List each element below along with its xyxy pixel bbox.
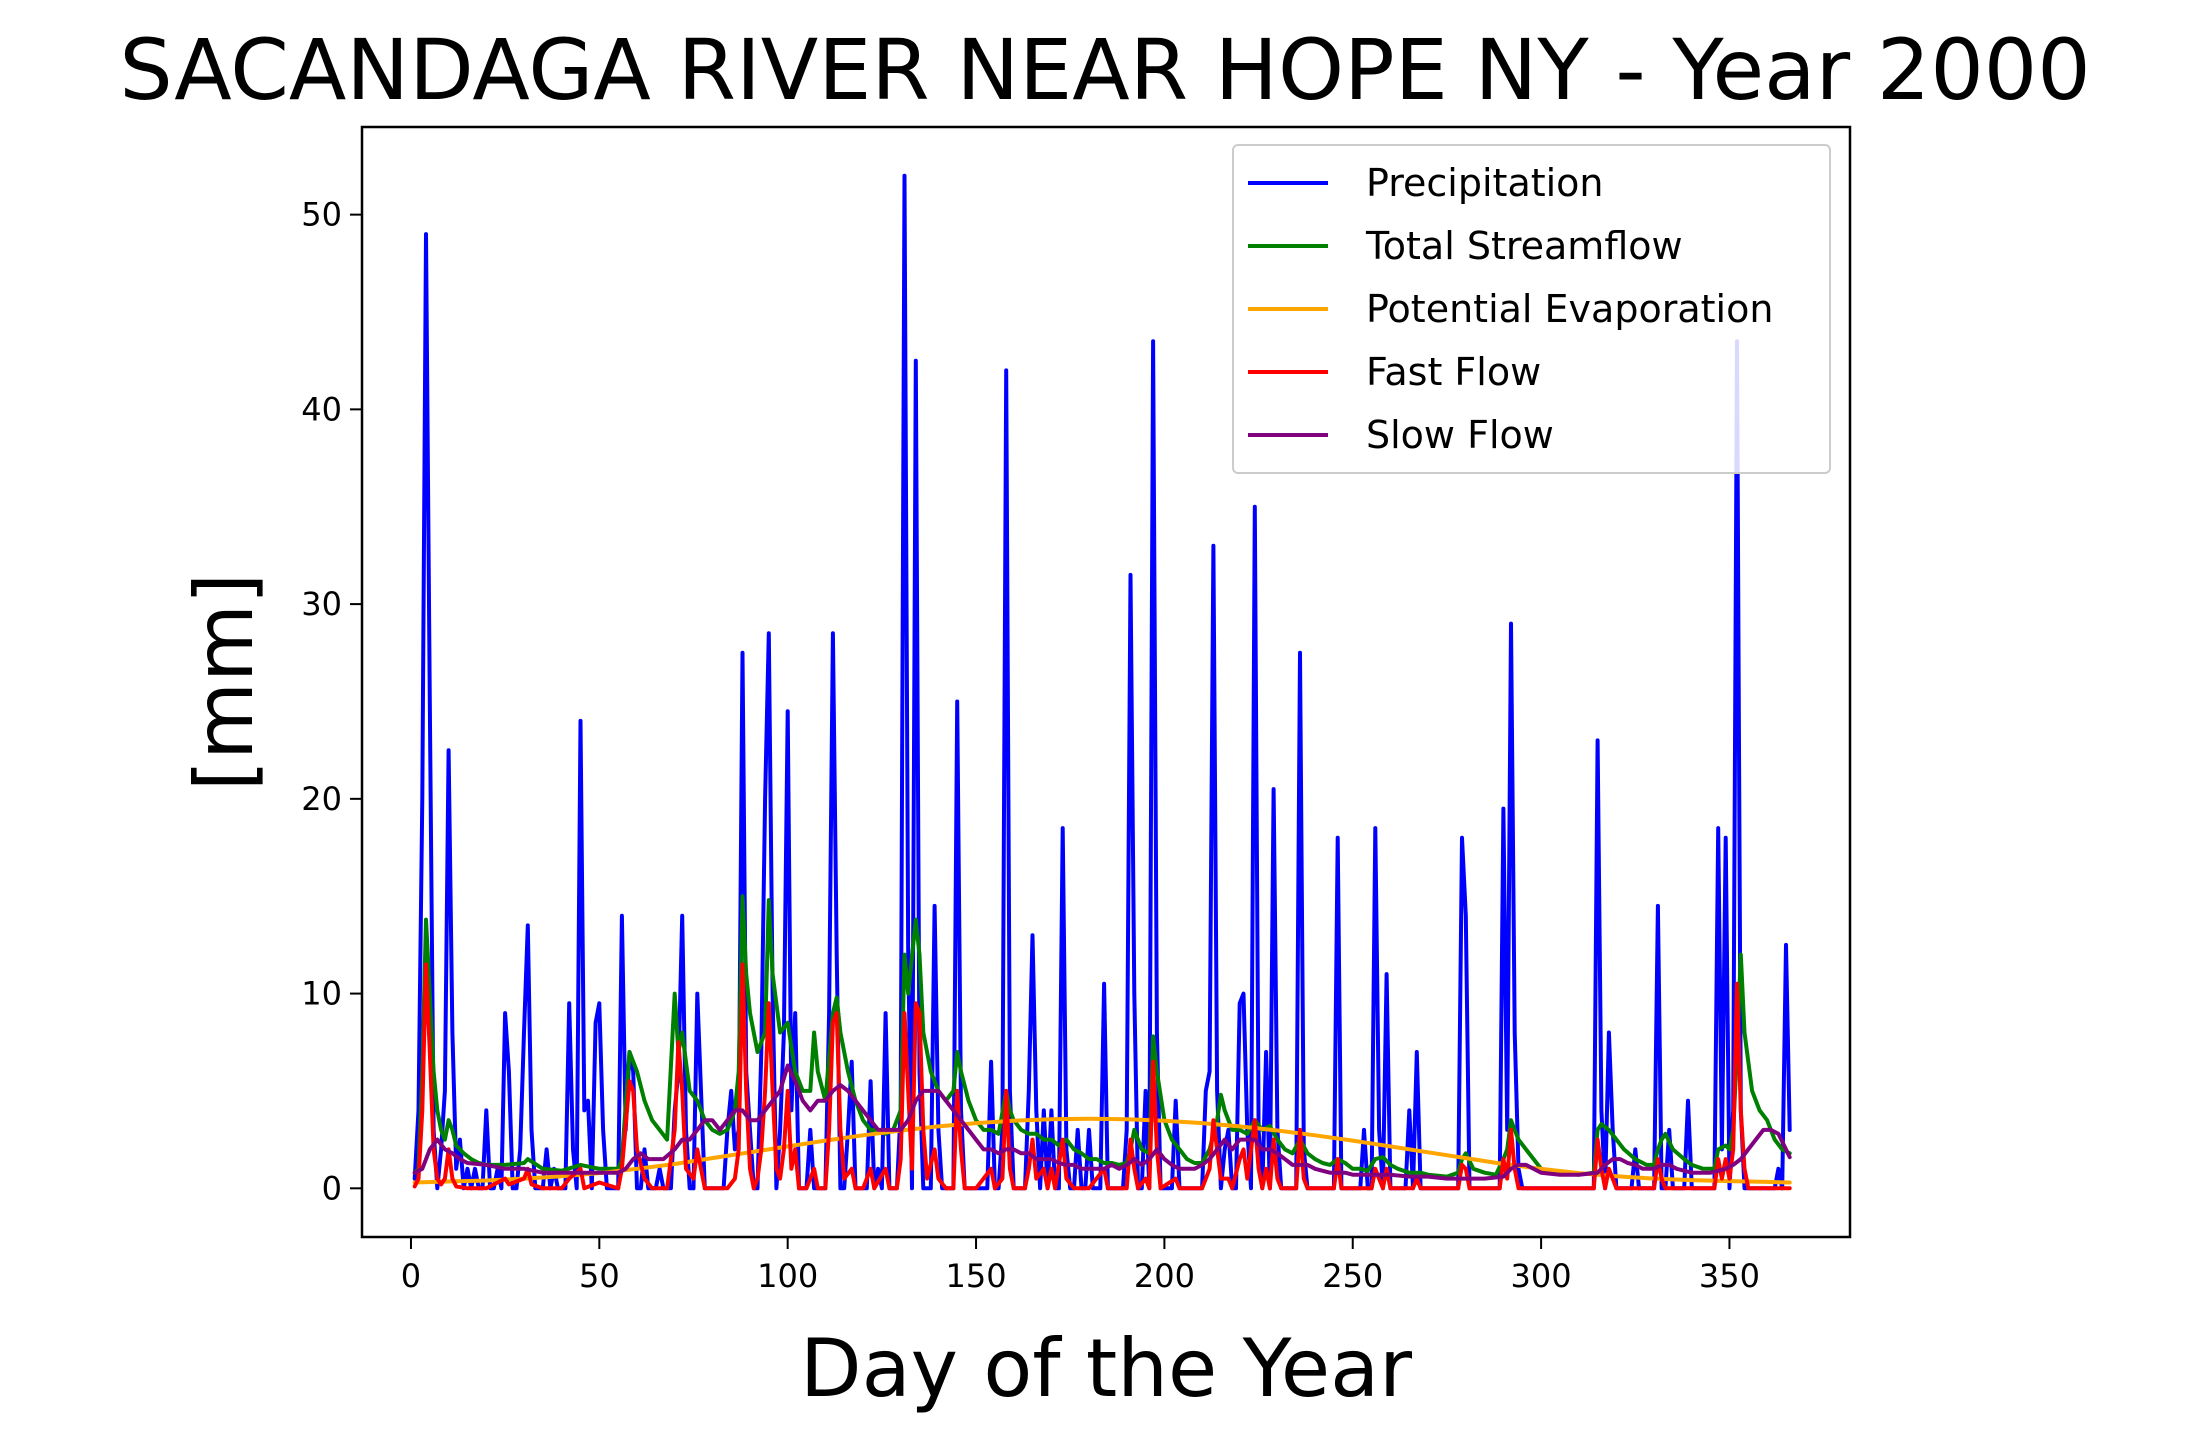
x-tick-label: 200 [1134, 1257, 1195, 1295]
legend-label-1: Total Streamflow [1365, 224, 1683, 268]
plot-lines [412, 173, 1792, 1191]
y-axis-ticks: 0 10 20 30 40 50 [301, 196, 362, 1207]
series-line-4 [412, 1063, 1792, 1181]
legend-label-3: Fast Flow [1366, 350, 1541, 394]
x-axis-ticks: 0 50 100 150 200 250 300 350 [401, 1237, 1760, 1295]
y-axis-label: [mm] [178, 573, 271, 791]
x-tick-label: 250 [1322, 1257, 1383, 1295]
x-tick-label: 300 [1511, 1257, 1572, 1295]
plot-frame [360, 125, 1852, 1239]
y-tick-label: 0 [322, 1169, 342, 1207]
legend-label-4: Slow Flow [1366, 413, 1554, 457]
y-tick-label: 40 [301, 390, 342, 428]
x-tick-label: 50 [579, 1257, 620, 1295]
y-tick-label: 20 [301, 780, 342, 818]
x-tick-label: 150 [945, 1257, 1006, 1295]
legend: Precipitation Total Streamflow Potential E… [1232, 144, 1831, 474]
y-tick-label: 10 [301, 975, 342, 1013]
legend-label-0: Precipitation [1366, 161, 1604, 205]
x-tick-label: 350 [1699, 1257, 1760, 1295]
x-tick-label: 0 [401, 1257, 421, 1295]
series-line-3 [412, 962, 1792, 1191]
x-tick-label: 100 [757, 1257, 818, 1295]
y-tick-label: 30 [301, 585, 342, 623]
x-axis-label: Day of the Year [800, 1322, 1412, 1415]
legend-label-2: Potential Evaporation [1366, 287, 1773, 331]
y-tick-label: 50 [301, 196, 342, 234]
chart-title: SACANDAGA RIVER NEAR HOPE NY - Year 2000 [119, 21, 2090, 119]
legend-box [1232, 144, 1831, 474]
